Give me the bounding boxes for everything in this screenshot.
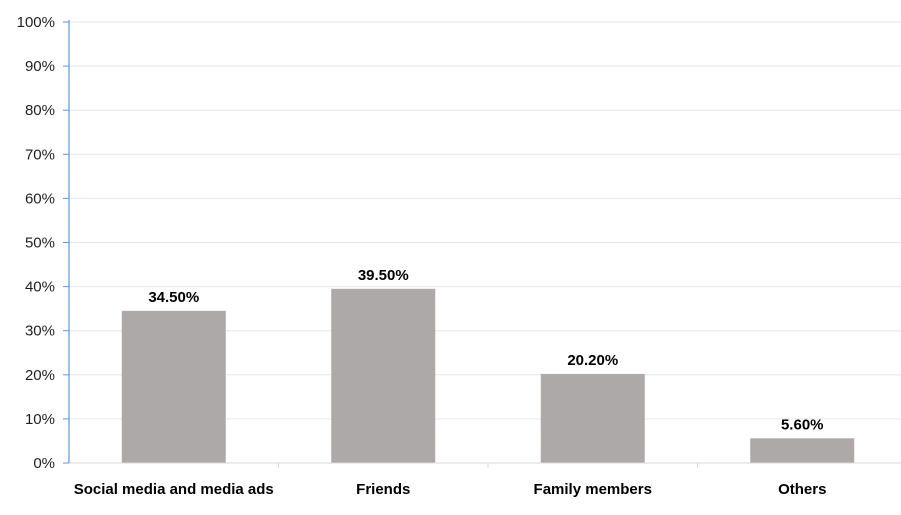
y-tick-label: 100% — [17, 14, 55, 31]
y-tick-label: 0% — [33, 455, 55, 472]
y-tick-label: 30% — [25, 323, 55, 340]
y-tick-label: 50% — [25, 235, 55, 252]
bars — [121, 288, 855, 463]
x-category-label: Friends — [356, 481, 410, 498]
y-tick-label: 20% — [25, 367, 55, 384]
x-axis-category-labels: Social media and media ads Friends Family … — [74, 481, 827, 498]
x-category-label: Others — [778, 481, 826, 498]
bar — [540, 373, 645, 463]
y-tick-label: 10% — [25, 411, 55, 428]
x-category-label: Social media and media ads — [74, 481, 274, 498]
y-tick-label: 90% — [25, 58, 55, 75]
axes — [63, 20, 901, 468]
y-tick-label: 40% — [25, 279, 55, 296]
data-label: 34.50% — [148, 289, 199, 306]
data-label: 20.20% — [567, 352, 618, 369]
bar — [121, 310, 226, 463]
y-tick-label: 70% — [25, 146, 55, 163]
bar — [331, 288, 436, 463]
y-axis-tick-labels: 0% 10% 20% 30% 40% 50% 60% 70% 80% 90% 100% — [17, 14, 55, 472]
data-label: 39.50% — [358, 267, 409, 284]
y-tick-label: 60% — [25, 190, 55, 207]
y-tick-label: 80% — [25, 102, 55, 119]
bar — [750, 438, 855, 463]
data-labels: 34.50% 39.50% 20.20% 5.60% — [148, 267, 823, 433]
data-label: 5.60% — [781, 416, 824, 433]
x-category-label: Family members — [534, 481, 652, 498]
